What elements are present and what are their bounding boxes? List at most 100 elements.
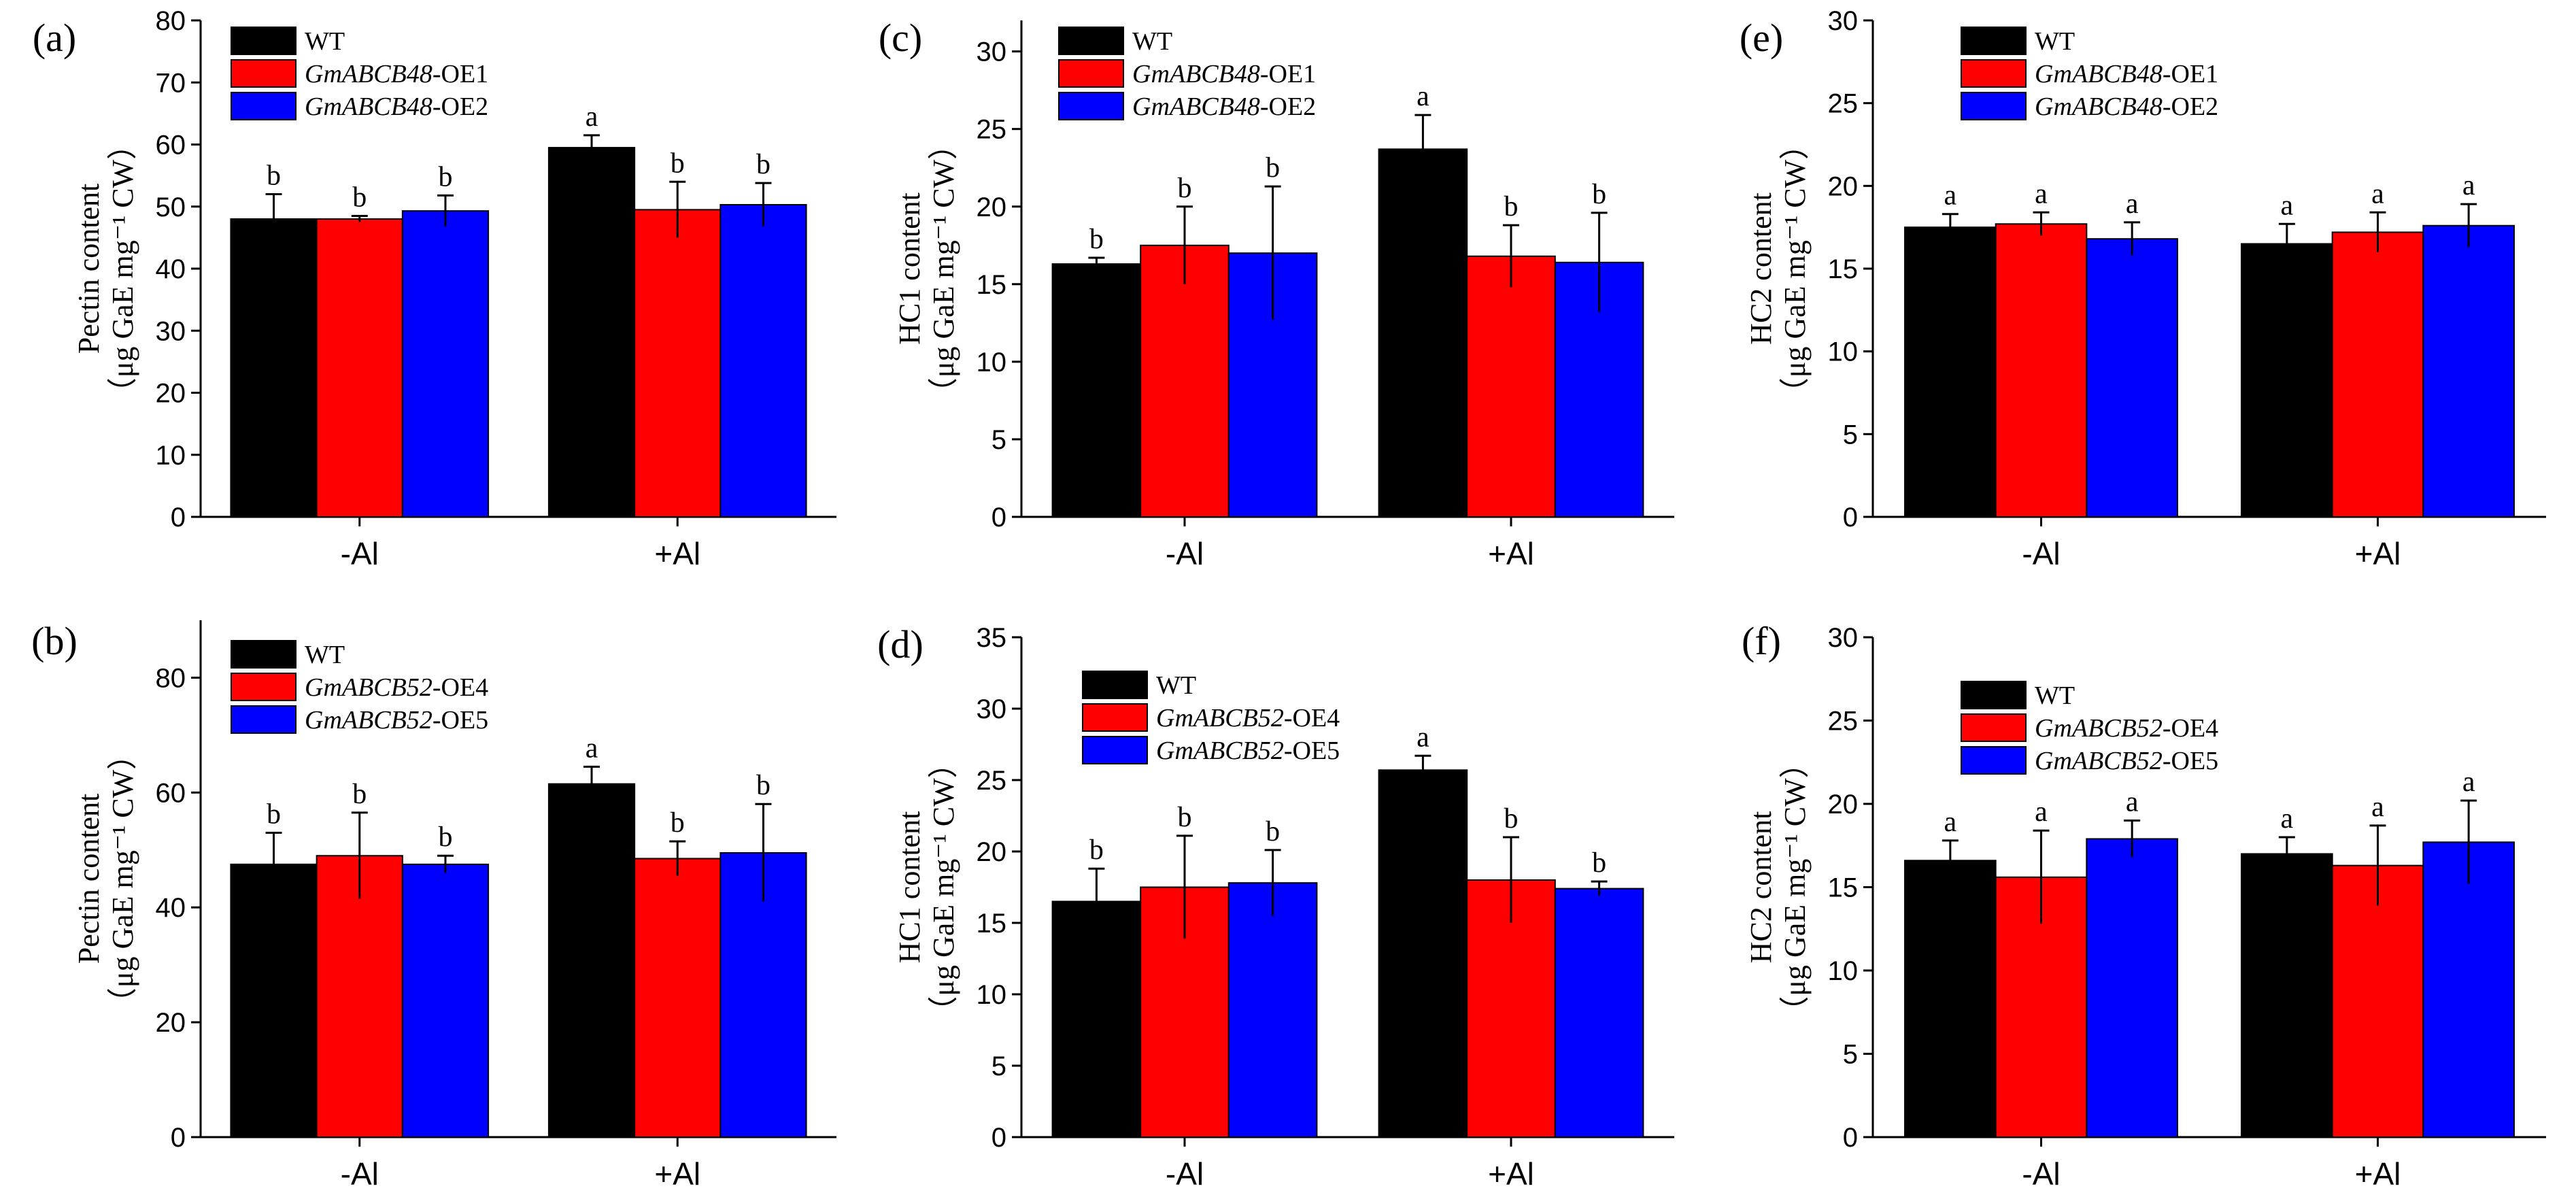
bar — [316, 855, 403, 1138]
bar — [316, 218, 403, 518]
bar — [1466, 255, 1556, 518]
bar — [230, 863, 318, 1138]
significance-letter: b — [1266, 152, 1280, 184]
significance-letter: b — [671, 807, 685, 839]
panel-label: (b) — [31, 619, 78, 663]
x-category-label: +Al — [1488, 1156, 1534, 1192]
bar — [547, 147, 636, 518]
y-tick-label: 30 — [156, 316, 186, 346]
legend-label: GmABCB52-OE5 — [2035, 747, 2218, 775]
bar — [1051, 900, 1142, 1138]
significance-letter: b — [671, 148, 685, 179]
panel-label: (c) — [879, 16, 922, 60]
y-axis-title: HC1 content — [893, 192, 926, 345]
bar — [2086, 238, 2178, 518]
bar — [230, 218, 318, 518]
legend-swatch — [1058, 59, 1124, 88]
y-tick-label: 5 — [992, 425, 1006, 455]
y-tick-label: 20 — [1828, 171, 1859, 201]
y-tick-label: 10 — [977, 980, 1007, 1010]
bar — [634, 858, 722, 1138]
legend-swatch — [1082, 736, 1148, 764]
legend-label: GmABCB48-OE2 — [305, 92, 488, 121]
bar — [1554, 888, 1644, 1138]
legend-swatch — [1082, 671, 1148, 699]
x-category-label: +Al — [2355, 1156, 2401, 1192]
significance-letter: a — [2371, 792, 2384, 823]
chart-panel-d: 0 5 10 15 20 25 30 35 -Al b b b +Al a b b WT GmABCB52-OE4… — [858, 600, 1716, 1199]
significance-letter: a — [2281, 803, 2294, 834]
chart-svg-c: 0 5 10 15 20 25 30 -Al b b b +Al a b b WT GmABCB48-OE1 Gm… — [879, 16, 1674, 571]
y-tick-label: 60 — [156, 778, 186, 808]
y-tick-label: 40 — [156, 254, 186, 284]
bar — [1051, 263, 1142, 518]
significance-letter: b — [1592, 847, 1606, 879]
y-axis-units: （μg GaE mg⁻¹ CW） — [106, 130, 139, 407]
y-tick-label: 40 — [156, 893, 186, 923]
significance-letter: a — [2281, 190, 2294, 221]
significance-letter: b — [1089, 224, 1104, 255]
y-tick-label: 25 — [977, 115, 1007, 145]
bar — [2241, 243, 2333, 518]
bar — [1378, 769, 1468, 1138]
legend-label: GmABCB52-OE5 — [1156, 737, 1340, 765]
legend-label: WT — [2035, 27, 2075, 56]
legend-swatch — [1082, 703, 1148, 732]
y-tick-label: 10 — [1828, 337, 1859, 367]
legend-label: GmABCB48-OE2 — [2035, 92, 2218, 121]
bar — [401, 210, 490, 518]
bar — [2422, 224, 2515, 518]
bar — [2241, 853, 2333, 1138]
y-axis-title: HC2 content — [1744, 811, 1778, 964]
chart-svg-e: 0 5 10 15 20 25 30 -Al a a a +Al a a a WT GmABCB48-OE1 Gm… — [1740, 6, 2546, 571]
y-tick-label: 25 — [1828, 707, 1859, 737]
y-tick-label: 20 — [977, 837, 1007, 867]
significance-letter: b — [352, 182, 367, 213]
significance-letter: a — [1417, 81, 1429, 112]
chart-svg-f: 0 5 10 15 20 25 30 -Al a a a +Al a a a WT GmABCB52-OE4 Gm… — [1742, 619, 2546, 1192]
y-tick-label: 20 — [156, 379, 186, 409]
x-category-label: +Al — [2355, 536, 2401, 571]
y-tick-label: 20 — [156, 1008, 186, 1038]
legend-label: GmABCB52-OE4 — [2035, 714, 2218, 743]
chart-panel-b: 0 20 40 60 80 -Al b b b +Al a b b WT GmABCB52-OE4 GmABC… — [0, 600, 858, 1199]
bar — [2331, 864, 2424, 1138]
legend-swatch — [231, 27, 296, 55]
y-tick-label: 15 — [977, 909, 1007, 939]
y-tick-label: 15 — [1828, 254, 1859, 284]
y-tick-label: 0 — [1843, 503, 1858, 533]
legend-label: WT — [2035, 681, 2075, 710]
y-tick-label: 20 — [977, 192, 1007, 222]
y-tick-label: 60 — [156, 131, 186, 161]
significance-letter: b — [1089, 834, 1104, 866]
legend-swatch — [231, 59, 296, 88]
chart-panel-f: 0 5 10 15 20 25 30 -Al a a a +Al a a a WT GmABCB52-OE4 Gm… — [1716, 600, 2575, 1199]
significance-letter: a — [2126, 787, 2139, 818]
significance-letter: b — [756, 149, 770, 180]
significance-letter: b — [267, 798, 281, 830]
significance-letter: a — [2371, 178, 2384, 209]
y-tick-label: 30 — [1828, 623, 1859, 653]
significance-letter: a — [2462, 170, 2475, 201]
bar — [1227, 882, 1318, 1138]
y-tick-label: 30 — [977, 37, 1007, 67]
legend-swatch — [231, 673, 296, 701]
bar — [1140, 244, 1230, 518]
y-tick-label: 0 — [1843, 1123, 1858, 1153]
significance-letter: b — [352, 779, 367, 810]
legend-swatch — [231, 640, 296, 669]
legend-swatch — [1058, 92, 1124, 120]
y-tick-label: 5 — [992, 1051, 1006, 1081]
significance-letter: a — [2126, 188, 2139, 220]
legend-swatch — [1961, 746, 2027, 775]
y-tick-label: 0 — [171, 1123, 186, 1153]
bar — [634, 209, 722, 518]
y-tick-label: 25 — [977, 766, 1007, 796]
x-category-label: -Al — [2022, 536, 2060, 571]
x-category-label: +Al — [1488, 536, 1534, 571]
panel-label: (f) — [1742, 619, 1781, 663]
y-tick-label: 0 — [992, 503, 1006, 533]
panel-label: (e) — [1740, 16, 1783, 60]
bar — [2331, 231, 2424, 518]
significance-letter: b — [1504, 803, 1519, 834]
